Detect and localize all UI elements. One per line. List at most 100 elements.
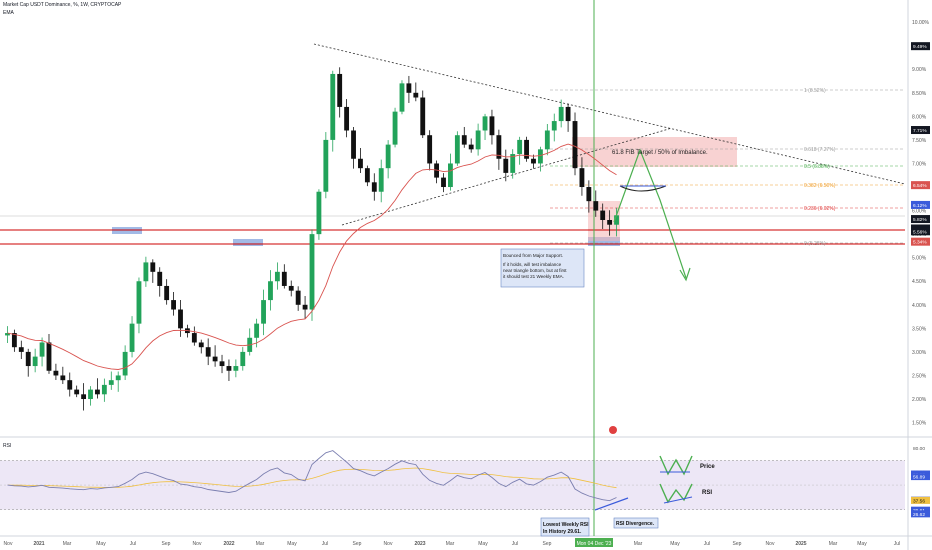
time-tick: May — [478, 541, 488, 547]
note-line-2: it should test 21 Weekly EMA. — [503, 274, 564, 279]
candle-body — [205, 347, 211, 357]
header-title: Market Cap USDT Dominance, %, 1W, CRYPTO… — [3, 2, 122, 8]
candle-body — [39, 342, 45, 357]
candle-body — [25, 351, 31, 367]
candle-body — [74, 389, 80, 395]
price-tick: 10.00% — [912, 20, 930, 26]
price-marker — [911, 200, 930, 209]
legend-rsi: RSI — [702, 490, 712, 496]
time-tick: Mar — [829, 541, 838, 547]
rsi-marker — [911, 506, 930, 514]
triangle-bottom-line — [341, 127, 673, 226]
candle-body — [579, 168, 585, 188]
candle-body — [323, 139, 329, 192]
candle-body — [496, 135, 502, 159]
candle-body — [191, 333, 197, 343]
fib-label: 0 (5.28%) — [804, 241, 826, 247]
candle-body — [309, 234, 315, 310]
note-line-1: Bounced from Major Support. — [503, 253, 563, 258]
candle-body — [413, 92, 419, 98]
price-tick: 7.00% — [912, 161, 927, 167]
fib-label: 0.236 (6.02%) — [804, 206, 836, 212]
time-tick: Mar — [446, 541, 455, 547]
flag-icon — [609, 426, 617, 434]
rsi-marker — [911, 473, 930, 481]
candle-body — [171, 300, 176, 310]
price-tick: 8.00% — [912, 114, 927, 120]
candle-body — [586, 187, 592, 202]
candle-body — [254, 323, 260, 338]
fib-label: 0.382 (6.50%) — [804, 183, 836, 189]
triangle-top-line — [313, 43, 906, 185]
price-tick: 4.00% — [912, 303, 927, 309]
zones — [112, 137, 737, 246]
candle-body — [261, 300, 266, 324]
imbalance-zone — [572, 137, 737, 167]
candle-body — [46, 342, 52, 371]
candle-body — [503, 158, 509, 173]
price-marker — [911, 126, 930, 135]
candle-body — [441, 177, 446, 188]
target-label: 61.8 FIB Target / 50% of Imbalance. — [612, 150, 708, 156]
candle-body — [281, 271, 287, 286]
candle-body — [330, 73, 336, 140]
price-marker — [911, 215, 930, 224]
candle-body — [378, 168, 384, 192]
ema-21-line — [7, 143, 617, 370]
candle-body — [351, 130, 356, 159]
time-tick: May — [96, 541, 106, 547]
candle-body — [5, 333, 10, 336]
price-marker — [911, 181, 930, 190]
rsi-plot — [7, 450, 629, 511]
candle-body — [53, 370, 59, 376]
candle-body — [614, 215, 619, 225]
candle-body — [454, 135, 460, 164]
price-tick: 5.00% — [912, 256, 927, 262]
price-marker-label: 7.71% — [913, 128, 927, 134]
time-tick: Jul — [894, 541, 900, 547]
candle-body — [129, 323, 135, 352]
candle-body — [551, 121, 557, 131]
projection-path — [613, 148, 687, 279]
annotations: 1 (8.52%) 0.618 (7.27%) 0.5 (6.88%) 0.382 (… — [3, 88, 836, 537]
candle-body — [364, 168, 370, 183]
candle-body — [371, 182, 377, 192]
rsi-tick: 37.56 — [913, 498, 925, 504]
time-tick: Jul — [130, 541, 136, 547]
candle-body — [233, 366, 239, 371]
rsi-tick: 56.89 — [913, 475, 925, 481]
price-marker-label: 6.54% — [913, 183, 927, 189]
time-tick: Sep — [162, 541, 171, 547]
price-marker-label: 5.34% — [913, 240, 927, 246]
candle-body — [406, 83, 412, 93]
note-line-2: If it holds, will test imbalance — [503, 262, 562, 267]
rsi-band — [0, 460, 905, 510]
candle-body — [358, 158, 363, 169]
candle-body — [427, 135, 433, 164]
rsi-line — [7, 450, 617, 502]
axes: 10.00%9.49%9.00%8.50%8.00%7.50%7.00%6.50… — [4, 20, 930, 547]
time-tick: Mon 04 Dec '23 — [577, 541, 612, 547]
candle-body — [316, 191, 322, 235]
note-box — [500, 248, 585, 288]
candle-body — [482, 116, 488, 131]
candle-body — [420, 97, 426, 136]
candle-body — [510, 154, 516, 173]
candle-body — [150, 262, 156, 272]
time-tick: Nov — [193, 541, 202, 547]
candle-body — [88, 389, 93, 400]
time-tick: Mar — [63, 541, 72, 547]
candle-body — [81, 394, 87, 400]
candle-body — [198, 342, 204, 348]
time-tick: 2021 — [33, 541, 44, 547]
rsi-low-label-2: In History 29.61. — [543, 529, 582, 535]
price-marker — [911, 42, 930, 51]
candle-body — [392, 111, 398, 145]
candle-body — [32, 356, 38, 367]
candle-body — [475, 130, 481, 150]
time-tick: Nov — [4, 541, 13, 547]
candle-body — [240, 351, 246, 367]
candle-body — [122, 351, 128, 376]
